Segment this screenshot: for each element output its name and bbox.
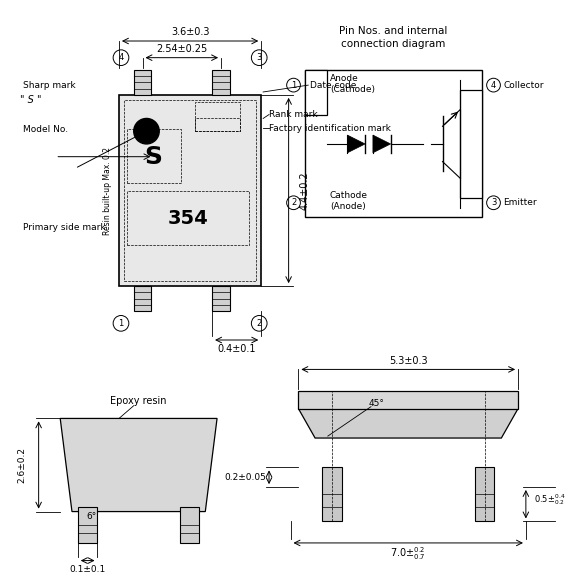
Text: Resin built-up Max. 0.2: Resin built-up Max. 0.2	[103, 146, 112, 235]
Bar	[460, 90, 482, 198]
Text: Anode: Anode	[330, 74, 359, 83]
Bar	[212, 70, 230, 95]
Text: 6°: 6°	[86, 512, 96, 521]
Polygon shape	[347, 135, 365, 153]
Text: Pin Nos. and internal: Pin Nos. and internal	[339, 26, 448, 36]
Text: 354: 354	[167, 209, 208, 228]
Bar	[305, 70, 482, 217]
Bar	[78, 507, 98, 543]
Text: Model No.: Model No.	[23, 125, 68, 134]
Text: Cathode: Cathode	[330, 191, 368, 200]
Text: (Cathode): (Cathode)	[330, 85, 375, 94]
Text: 0.1±0.1: 0.1±0.1	[70, 565, 106, 574]
Text: Primary side mark: Primary side mark	[23, 223, 106, 232]
Text: 2: 2	[291, 198, 296, 207]
Text: Epoxy resin: Epoxy resin	[110, 396, 167, 406]
Polygon shape	[373, 135, 391, 153]
Bar	[134, 70, 151, 95]
Bar	[127, 191, 250, 245]
Text: 4: 4	[118, 53, 123, 62]
Text: Factory identification mark: Factory identification mark	[269, 124, 391, 132]
Text: " S ": " S "	[20, 95, 42, 105]
Text: (Anode): (Anode)	[330, 202, 365, 211]
Text: Rank mark: Rank mark	[269, 110, 317, 119]
Text: 3.6±0.3: 3.6±0.3	[171, 27, 210, 37]
Circle shape	[134, 119, 159, 144]
Bar	[195, 119, 240, 131]
Bar	[134, 286, 151, 311]
Text: Collector: Collector	[503, 81, 544, 89]
Text: Sharp mark: Sharp mark	[23, 81, 75, 89]
Text: 7.0$\pm^{0.2}_{0.7}$: 7.0$\pm^{0.2}_{0.7}$	[391, 546, 426, 562]
Text: 0.4±0.1: 0.4±0.1	[218, 344, 256, 354]
Text: 1: 1	[291, 81, 296, 89]
Text: Date code: Date code	[310, 81, 356, 89]
Text: Emitter: Emitter	[503, 198, 537, 207]
Bar	[322, 468, 341, 521]
Text: 3: 3	[491, 198, 496, 207]
Text: 5.3±0.3: 5.3±0.3	[389, 356, 428, 365]
Text: S: S	[144, 145, 162, 168]
Text: 45°: 45°	[369, 399, 385, 408]
Bar	[124, 100, 256, 281]
Text: 4.4±0.2: 4.4±0.2	[299, 171, 309, 210]
Bar	[475, 468, 494, 521]
Text: 2.6±0.2: 2.6±0.2	[18, 447, 26, 483]
Text: 3: 3	[256, 53, 262, 62]
Bar	[195, 102, 240, 131]
Bar	[305, 70, 327, 114]
Text: connection diagram: connection diagram	[341, 39, 446, 49]
Bar	[119, 95, 261, 286]
Text: 4: 4	[491, 81, 496, 89]
Text: 0.2±0.05: 0.2±0.05	[224, 473, 267, 482]
Polygon shape	[299, 408, 518, 438]
Text: 2: 2	[256, 319, 262, 328]
Text: 2.54±0.25: 2.54±0.25	[156, 44, 207, 54]
Bar	[127, 129, 181, 183]
Bar	[299, 391, 518, 408]
Bar	[212, 286, 230, 311]
Text: 1: 1	[118, 319, 123, 328]
Polygon shape	[60, 418, 217, 511]
Bar	[180, 507, 199, 543]
Text: 0.5$\pm^{0.4}_{0.2}$: 0.5$\pm^{0.4}_{0.2}$	[534, 492, 565, 507]
